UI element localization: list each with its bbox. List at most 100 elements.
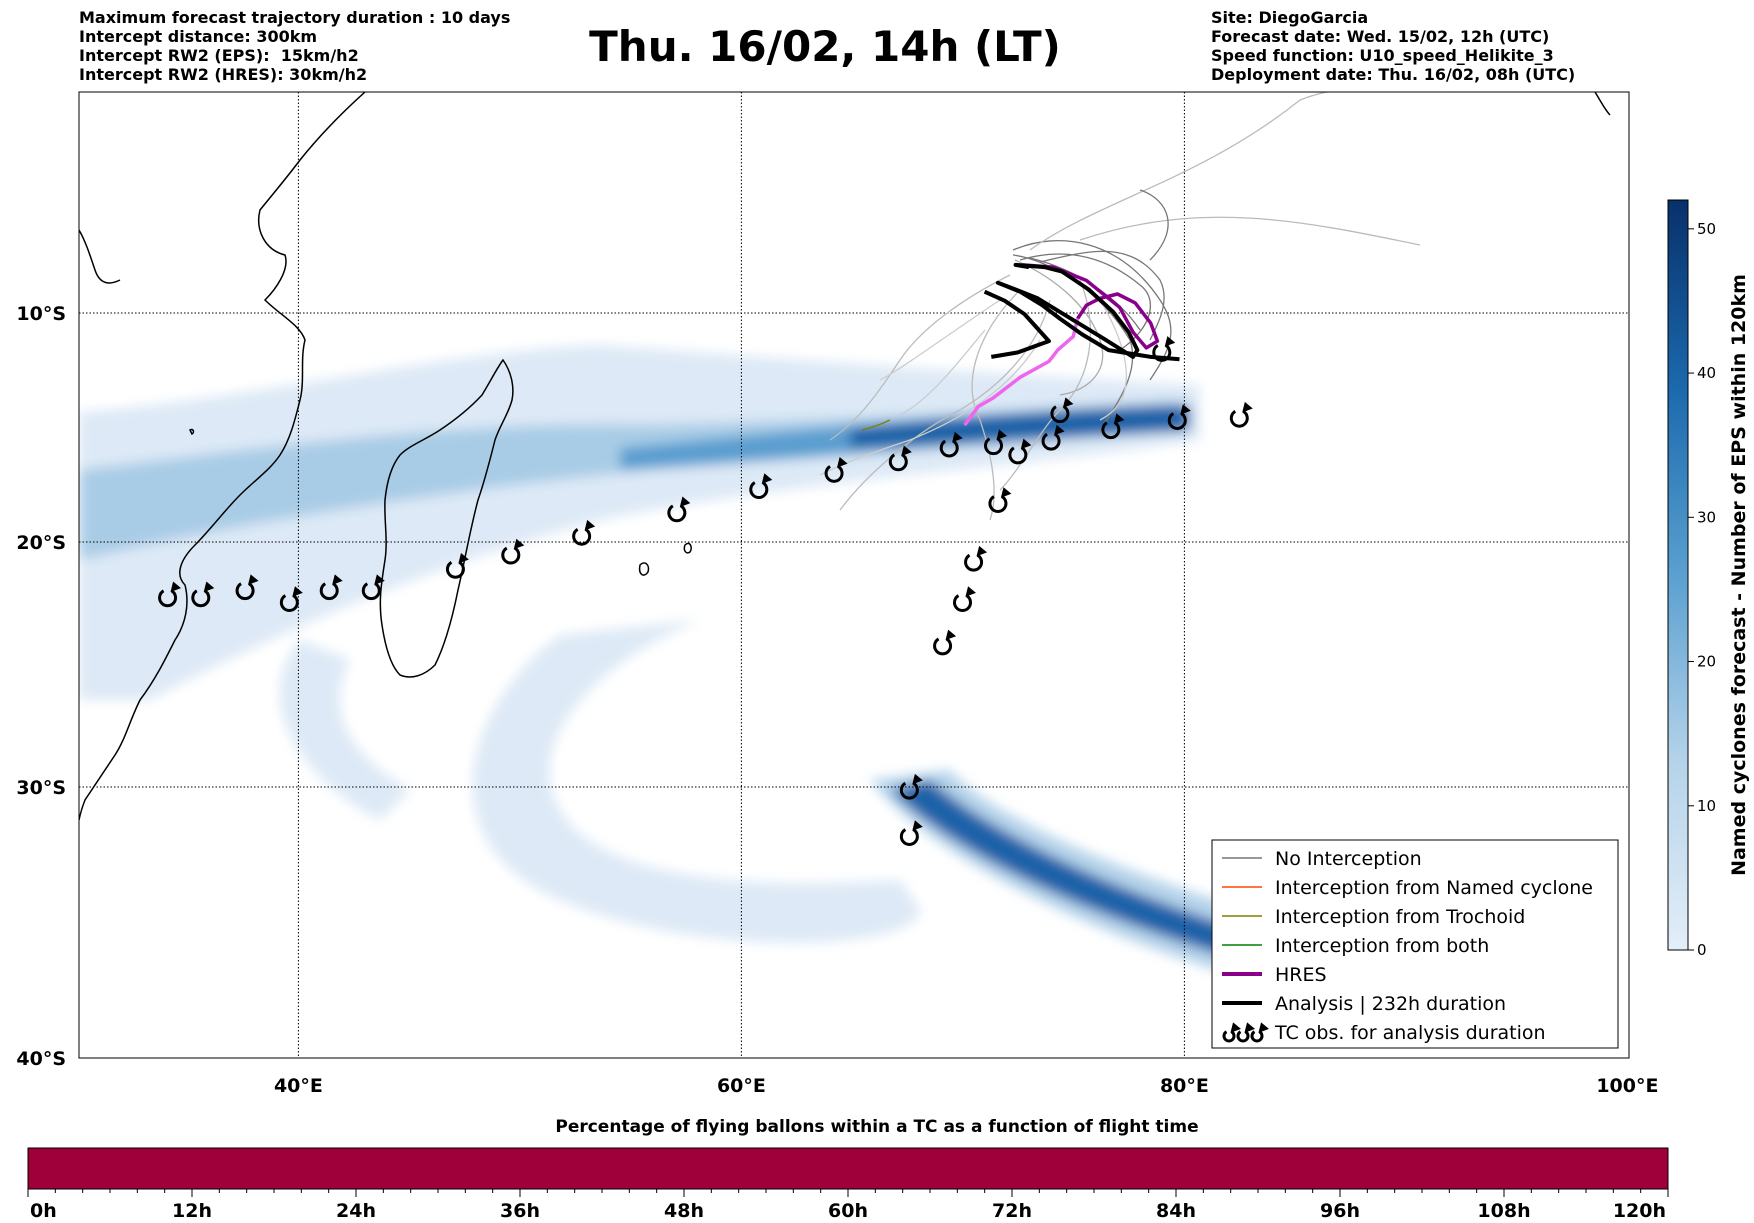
lon-axis: 40°E 60°E 80°E 100°E	[274, 1075, 1659, 1097]
time-bar-tick-label: 60h	[828, 1200, 868, 1222]
ensemble-track	[829, 274, 1011, 441]
time-bar-tick-label: 72h	[992, 1200, 1032, 1222]
legend-item: Interception from both	[1222, 935, 1489, 957]
legend-label: Interception from Trochoid	[1275, 906, 1525, 928]
colorbar-tick-label: 0	[1697, 941, 1707, 959]
legend-item: Interception from Named cyclone	[1222, 877, 1593, 899]
tc-obs-marker	[824, 457, 848, 483]
ensemble-track	[1029, 92, 1450, 251]
reunion-coast	[683, 542, 692, 554]
tc-obs-marker	[667, 496, 691, 523]
header-right-line: Speed function: U10_speed_Helikite_3	[1211, 46, 1554, 65]
tc-obs-marker	[191, 581, 215, 608]
tc-obs-marker	[1152, 336, 1176, 362]
ensemble-trajectories	[819, 92, 1450, 521]
legend: No Interception Interception from Named c…	[1211, 839, 1619, 1049]
header-left-line: Intercept distance: 300km	[79, 27, 318, 46]
legend-item: HRES	[1222, 964, 1327, 986]
eps-colorbar: 0 10 20 30 40 50 Named cyclones forecast - Nu…	[1667, 199, 1750, 959]
tc-obs-marker	[984, 429, 1007, 456]
time-bar-tick-label: 120h	[1613, 1200, 1666, 1222]
colorbar-tick-label: 30	[1697, 508, 1716, 526]
colorbar-tick-label: 50	[1697, 220, 1716, 238]
time-bar-tick-label: 36h	[500, 1200, 540, 1222]
analysis-track-segment	[983, 289, 1051, 359]
ensemble-track	[1099, 299, 1128, 421]
tc-obs-marker	[953, 586, 976, 613]
time-bar-tick-label: 108h	[1477, 1200, 1530, 1222]
tc-obs-marker	[749, 473, 773, 500]
tc-obs-marker	[899, 773, 923, 800]
tc-obs-marker	[964, 545, 988, 572]
time-bar-title: Percentage of flying ballons within a TC…	[555, 1117, 1199, 1137]
header-left-line: Maximum forecast trajectory duration : 1…	[79, 8, 511, 27]
ensemble-track	[879, 299, 1001, 381]
legend-label: No Interception	[1275, 848, 1422, 870]
tc-obs-marker	[279, 586, 303, 613]
time-bar-tick-label: 0h	[30, 1200, 57, 1222]
lat-axis: 10°S 20°S 30°S 40°S	[16, 303, 66, 1070]
header-left-line: Intercept RW2 (HRES): 30km/h2	[79, 65, 368, 84]
srilanka-coast	[1594, 92, 1611, 116]
tc-obs-marker	[1041, 424, 1065, 451]
tc-obs-marker	[988, 487, 1012, 513]
time-bar-tick-label: 12h	[172, 1200, 212, 1222]
tc-obs-legend-icon	[1236, 1022, 1255, 1043]
tc-obs-marker	[361, 574, 385, 601]
tc-obs-marker	[933, 629, 957, 656]
tc-obs-marker	[1008, 438, 1032, 465]
mauritius-coast	[638, 562, 650, 576]
legend-label: Interception from both	[1275, 935, 1489, 957]
colorbar-tick-label: 40	[1697, 364, 1716, 382]
colorbar-tick-label: 10	[1697, 797, 1716, 815]
lat-tick-label: 10°S	[16, 303, 66, 325]
colorbar-label: Named cyclones forecast - Number of EPS …	[1728, 274, 1750, 876]
tc-obs-marker	[235, 574, 259, 601]
ensemble-track	[1019, 253, 1151, 351]
tc-obs-legend-icon	[1250, 1022, 1269, 1043]
colorbar-tick-label: 20	[1697, 653, 1716, 671]
tc-obs-marker	[939, 431, 963, 458]
graticule	[79, 92, 1629, 1058]
tc-obs-marker	[445, 552, 469, 579]
header-right-line: Deployment date: Thu. 16/02, 08h (UTC)	[1211, 65, 1576, 84]
madagascar-coast	[379, 358, 514, 678]
tc-obs-marker	[888, 445, 912, 472]
tc-obs-marker	[319, 574, 343, 601]
map-frame	[78, 91, 1630, 1059]
ensemble-track	[1012, 240, 1172, 381]
lat-tick-label: 30°S	[16, 777, 66, 799]
tc-obs-marker	[572, 519, 596, 546]
legend-item: TC obs. for analysis duration	[1222, 1022, 1546, 1044]
coastlines	[79, 92, 1611, 821]
comoros-coast	[189, 428, 195, 436]
header-left: Maximum forecast trajectory duration : 1…	[79, 8, 510, 84]
time-bar-fill	[27, 1147, 1669, 1190]
density-loop-2	[279, 640, 410, 820]
ensemble-track	[839, 299, 1051, 511]
ensemble-track	[861, 419, 891, 431]
lat-tick-label: 40°S	[16, 1048, 66, 1070]
tc-observations	[158, 336, 1253, 846]
time-bar-tick-label: 24h	[336, 1200, 376, 1222]
tc-obs-marker	[1167, 404, 1191, 430]
ensemble-track	[1079, 216, 1421, 246]
legend-box	[1211, 839, 1619, 1049]
ensemble-track	[971, 289, 1021, 521]
tc-obs-marker	[1050, 397, 1074, 424]
header-right-line: Forecast date: Wed. 15/02, 12h (UTC)	[1211, 27, 1550, 46]
ensemble-track	[1039, 250, 1165, 341]
header-left-line: Intercept RW2 (EPS): 15km/h2	[79, 46, 359, 65]
time-bar-tick-label: 96h	[1320, 1200, 1360, 1222]
legend-item: Interception from Trochoid	[1222, 906, 1525, 928]
ensemble-track	[1139, 189, 1169, 261]
legend-item: Analysis | 232h duration	[1222, 993, 1506, 1015]
tc-obs-marker	[899, 820, 923, 846]
ensemble-track	[1014, 259, 1104, 396]
lon-tick-label: 100°E	[1596, 1075, 1658, 1097]
legend-label: Interception from Named cyclone	[1275, 877, 1593, 899]
legend-label: TC obs. for analysis duration	[1274, 1022, 1546, 1044]
legend-item: No Interception	[1222, 848, 1422, 870]
arabia-coast	[79, 229, 121, 284]
